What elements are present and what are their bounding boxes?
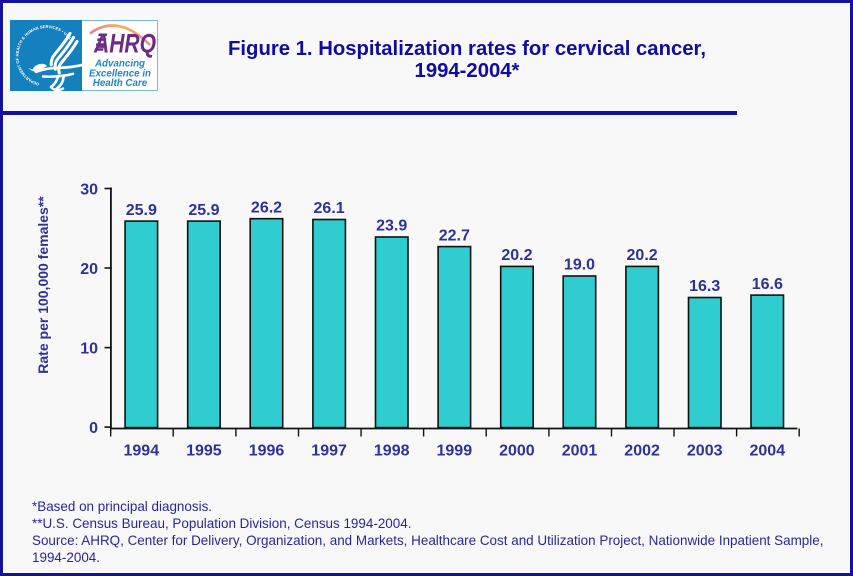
svg-text:0: 0	[89, 420, 98, 437]
svg-text:2003: 2003	[687, 442, 723, 459]
svg-text:Rate per 100,000 females**: Rate per 100,000 females**	[35, 196, 51, 374]
svg-text:Health Care: Health Care	[93, 78, 148, 89]
svg-text:22.7: 22.7	[439, 227, 470, 244]
svg-text:25.9: 25.9	[188, 202, 219, 219]
svg-text:20.2: 20.2	[627, 247, 658, 264]
svg-text:20: 20	[80, 261, 98, 278]
svg-text:2004: 2004	[750, 442, 786, 459]
svg-text:AHRQ: AHRQ	[93, 29, 156, 59]
svg-text:1997: 1997	[311, 442, 347, 459]
svg-text:16.3: 16.3	[689, 278, 720, 295]
svg-text:1996: 1996	[249, 442, 285, 459]
svg-text:26.1: 26.1	[314, 200, 345, 217]
svg-text:26.2: 26.2	[251, 199, 282, 216]
svg-text:2002: 2002	[624, 442, 660, 459]
svg-text:1994: 1994	[124, 442, 160, 459]
svg-text:1995: 1995	[186, 442, 222, 459]
svg-text:1999: 1999	[437, 442, 473, 459]
svg-text:19.0: 19.0	[564, 257, 595, 274]
svg-text:25.9: 25.9	[126, 202, 157, 219]
svg-text:2001: 2001	[562, 442, 598, 459]
svg-text:20.2: 20.2	[501, 247, 532, 264]
svg-text:Advancing: Advancing	[94, 59, 145, 70]
svg-text:23.9: 23.9	[376, 218, 407, 235]
svg-text:1998: 1998	[374, 442, 410, 459]
svg-text:10: 10	[80, 341, 98, 358]
svg-text:16.6: 16.6	[752, 276, 783, 293]
svg-text:2000: 2000	[499, 442, 535, 459]
svg-text:Excellence in: Excellence in	[89, 68, 151, 79]
svg-text:30: 30	[80, 182, 98, 199]
